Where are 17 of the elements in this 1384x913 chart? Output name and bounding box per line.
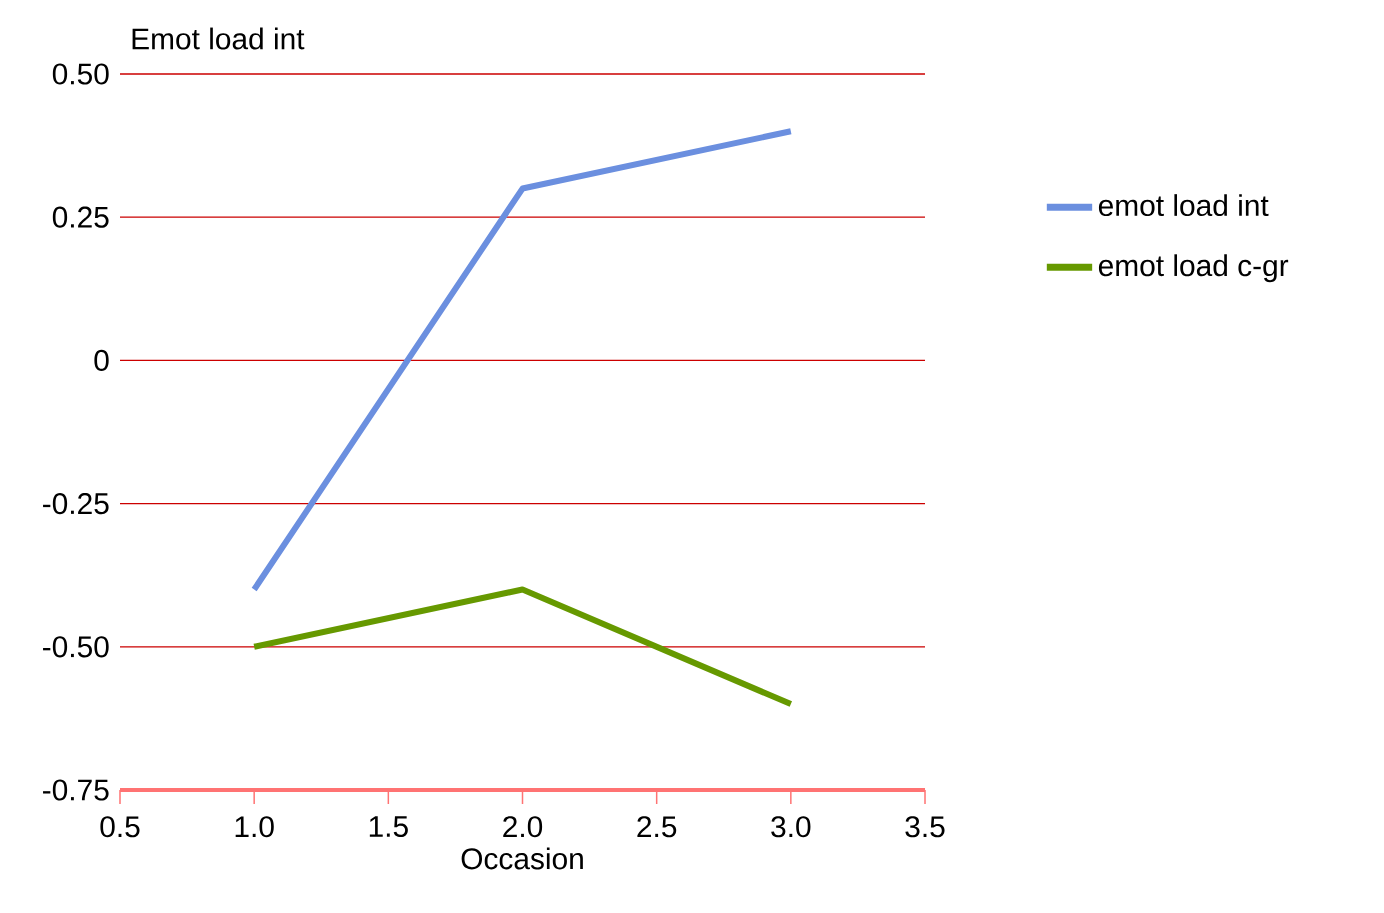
legend-label: emot load c-gr — [1098, 254, 1289, 283]
y-tick-label: 0 — [94, 349, 109, 371]
y-tick-label: -0.25 — [43, 493, 109, 515]
x-axis-title: Occasion — [461, 847, 583, 870]
x-tick-label: 1.5 — [369, 816, 408, 838]
x-tick-label: 0.5 — [100, 816, 140, 838]
legend-label: emot load int — [1098, 194, 1269, 217]
y-tick-label: -0.50 — [43, 636, 109, 658]
y-tick-label: 0.50 — [52, 63, 109, 85]
x-tick-label: 3.5 — [905, 816, 945, 838]
x-tick-label: 1.0 — [235, 816, 274, 838]
y-tick-label: 0.25 — [52, 206, 109, 228]
x-tick-label: 3.0 — [771, 816, 811, 838]
y-axis-title: Emot load int — [132, 27, 305, 50]
x-tick-label: 2.5 — [637, 816, 677, 838]
y-tick-label: -0.75 — [43, 779, 109, 801]
x-tick-label: 2.0 — [503, 816, 543, 838]
